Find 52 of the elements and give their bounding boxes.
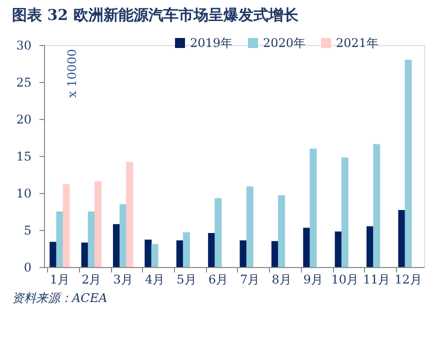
bar (144, 240, 152, 267)
chart-title: 图表 32 欧洲新能源汽车市场呈爆发式增长 (12, 6, 300, 24)
bar (94, 181, 102, 267)
bar (151, 244, 158, 267)
legend-label: 2019年 (190, 36, 233, 50)
bar (182, 232, 190, 267)
bar (214, 198, 222, 267)
bar (404, 60, 412, 267)
legend-label: 2020年 (263, 36, 306, 50)
bar (398, 210, 406, 267)
bar (120, 204, 127, 267)
bar (81, 242, 88, 267)
bar (176, 240, 184, 267)
bar (341, 157, 348, 267)
bar (271, 241, 278, 267)
y-tick-label: 5 (24, 224, 32, 238)
x-tick-label: 2月 (82, 272, 102, 286)
x-tick-label: 8月 (272, 272, 292, 286)
y-tick-label: 10 (16, 186, 32, 200)
x-tick-label: 3月 (113, 272, 133, 286)
annotation: x 10000 (65, 49, 79, 98)
x-tick-label: 1月 (50, 272, 70, 286)
x-tick-label: 5月 (176, 272, 196, 286)
bar (373, 144, 380, 267)
y-tick-label: 15 (16, 150, 32, 164)
bar (62, 184, 70, 267)
bar (126, 162, 134, 267)
x-tick-label: 4月 (144, 272, 165, 286)
y-tick-label: 20 (16, 112, 32, 126)
bar (50, 242, 57, 267)
x-tick-label: 11月 (362, 272, 390, 286)
x-tick-label: 12月 (394, 272, 422, 286)
bar (56, 212, 64, 267)
x-tick-label: 6月 (208, 272, 228, 286)
x-tick-label: 9月 (303, 272, 324, 286)
y-tick-label: 0 (24, 260, 32, 274)
bar (310, 148, 317, 267)
bar (334, 231, 342, 267)
legend-label: 2021年 (336, 36, 379, 50)
x-tick-label: 10月 (331, 272, 359, 286)
bar (246, 186, 254, 267)
bar (278, 195, 286, 267)
bar (366, 226, 374, 267)
y-tick-label: 25 (16, 76, 32, 90)
bar (112, 224, 120, 267)
bar (88, 212, 95, 267)
bar (303, 228, 310, 267)
x-tick-label: 7月 (240, 272, 260, 286)
y-tick-label: 30 (16, 38, 32, 52)
bar (208, 232, 216, 267)
text: 资料来源：ACEA (12, 291, 108, 305)
bar (240, 240, 247, 267)
